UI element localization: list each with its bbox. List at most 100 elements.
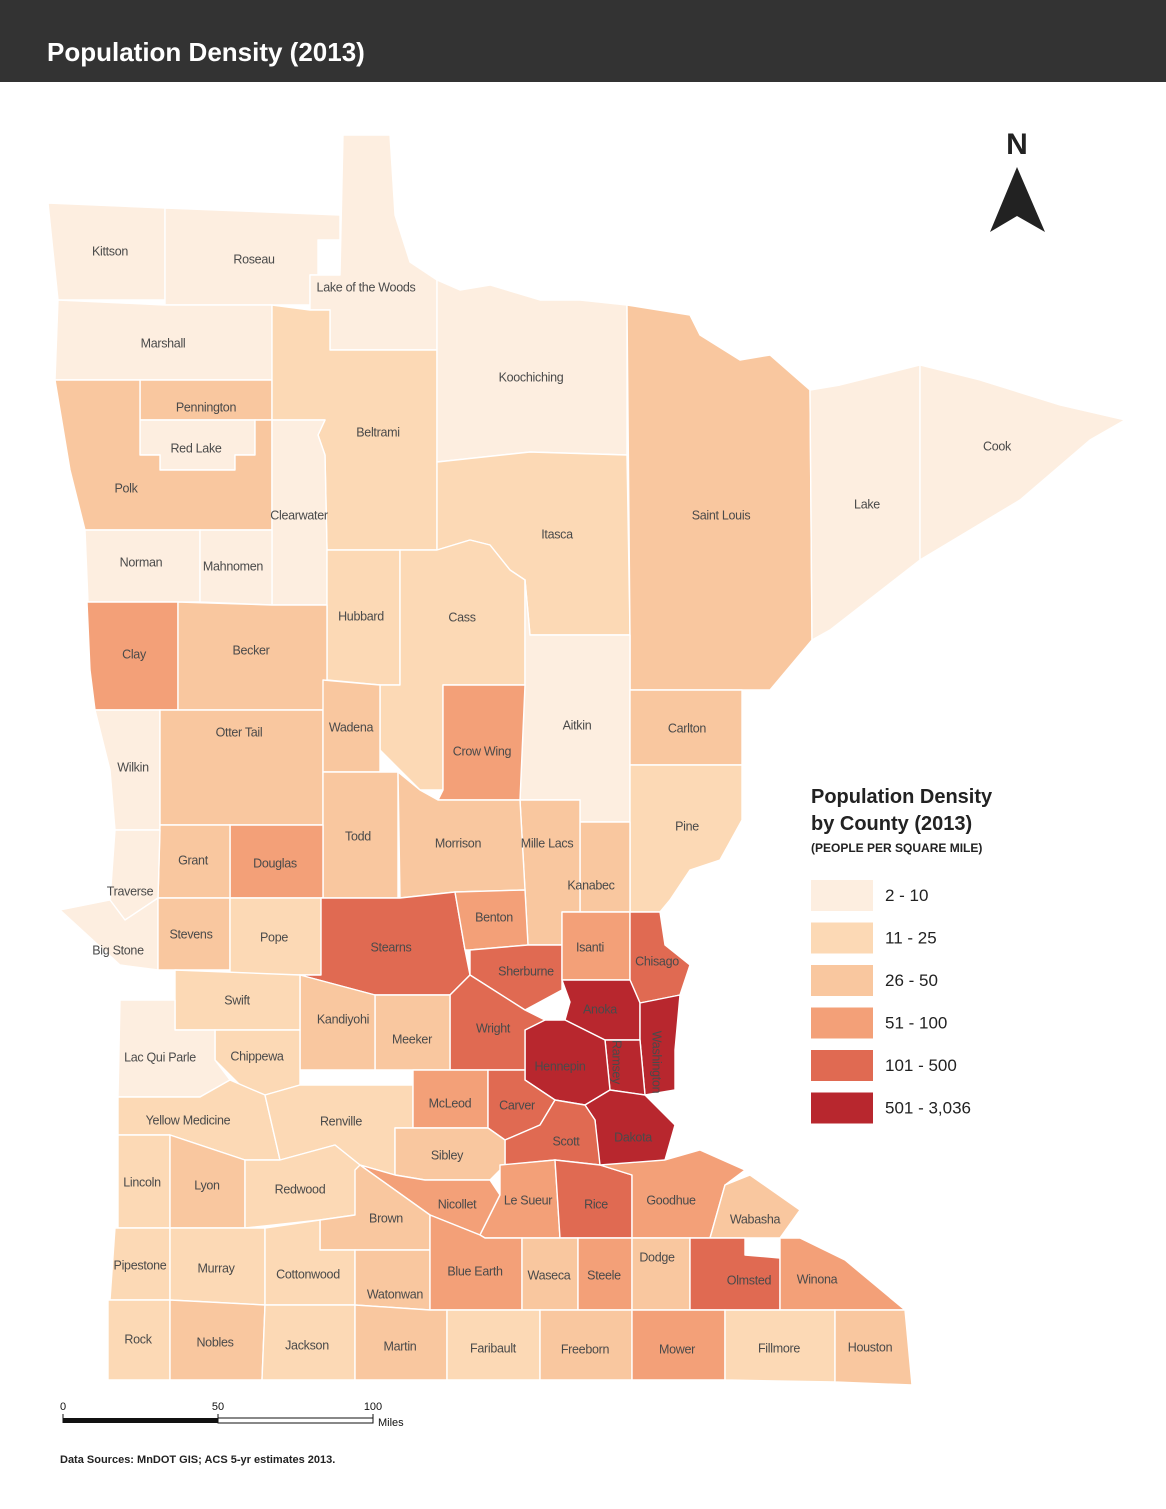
county-label: Saint Louis — [692, 508, 751, 522]
county-label: Brown — [369, 1211, 403, 1225]
county-label: Clearwater — [270, 508, 328, 522]
legend-swatch — [811, 965, 873, 996]
county-label: Winona — [797, 1272, 838, 1286]
county-label: Le Sueur — [504, 1193, 552, 1207]
county-shape — [834, 1309, 913, 1386]
county-label: Pennington — [176, 400, 237, 414]
county-label: Jackson — [285, 1338, 329, 1352]
header-bar — [0, 0, 1166, 82]
county-label: Clay — [122, 647, 147, 661]
legend-label: 26 - 50 — [885, 971, 938, 990]
county-label: Sherburne — [498, 964, 554, 978]
county-label: Big Stone — [92, 943, 144, 957]
county-label: Wadena — [329, 720, 374, 734]
county-label: Wabasha — [730, 1212, 781, 1226]
county-label: Todd — [345, 829, 371, 843]
county-label: Beltrami — [356, 425, 399, 439]
county-label: Norman — [120, 555, 163, 569]
legend-subtitle: (PEOPLE PER SQUARE MILE) — [811, 841, 982, 855]
county-label: Redwood — [275, 1182, 326, 1196]
county-label: Nicollet — [438, 1197, 477, 1211]
legend-title: by County (2013) — [811, 813, 972, 835]
county-labels: Kittson Roseau Lake of the Woods Marshall Pe… — [92, 244, 1012, 1356]
county-label: Pine — [675, 819, 699, 833]
county-label: Stearns — [371, 940, 412, 954]
county-label: Otter Tail — [216, 725, 263, 739]
scale-segment — [63, 1418, 218, 1423]
county-label: Kandiyohi — [317, 1012, 369, 1026]
county-shape — [631, 1237, 691, 1311]
county-label: Kanabec — [567, 878, 614, 892]
county-label: Chisago — [635, 954, 679, 968]
county-label: Ramsey — [610, 1040, 624, 1085]
county-label: Wilkin — [117, 760, 149, 774]
county-label: Goodhue — [646, 1193, 696, 1207]
county-label: Washington — [650, 1031, 664, 1094]
county-label: Polk — [114, 481, 138, 495]
county-shape — [629, 764, 743, 913]
county-label: Dodge — [639, 1250, 675, 1264]
county-label: Itasca — [541, 527, 573, 541]
county-label: Lake of the Woods — [317, 280, 416, 294]
county-label: Watonwan — [367, 1287, 424, 1301]
scale-unit: Miles — [378, 1417, 404, 1429]
county-label: Stevens — [169, 927, 212, 941]
legend-title: Population Density — [811, 786, 993, 808]
legend-swatch — [811, 922, 873, 954]
county-label: McLeod — [429, 1096, 472, 1110]
county-label: Swift — [224, 993, 250, 1007]
legend: Population Density by County (2013) (PEO… — [811, 786, 993, 1124]
county-label: Chippewa — [230, 1049, 284, 1063]
county-label: Cottonwood — [276, 1267, 340, 1281]
county-label: Isanti — [576, 940, 604, 954]
scale-tick-label: 0 — [60, 1401, 66, 1413]
legend-label: 501 - 3,036 — [885, 1099, 971, 1118]
north-label: N — [1006, 128, 1028, 161]
county-label: Traverse — [107, 884, 154, 898]
source-note: Data Sources: MnDOT GIS; ACS 5-yr estima… — [60, 1454, 335, 1466]
county-label: Murray — [197, 1261, 235, 1275]
county-label: Dakota — [614, 1130, 652, 1144]
county-label: Sibley — [431, 1148, 464, 1162]
county-label: Becker — [232, 643, 269, 657]
county-label: Lyon — [194, 1178, 220, 1192]
county-label: Lac Qui Parle — [124, 1050, 196, 1064]
county-label: Marshall — [141, 336, 186, 350]
county-label: Waseca — [528, 1268, 571, 1282]
county-label: Steele — [587, 1268, 621, 1282]
legend-label: 2 - 10 — [885, 886, 928, 905]
county-label: Mille Lacs — [521, 836, 574, 850]
legend-swatch — [811, 1050, 873, 1081]
county-label: Mower — [659, 1342, 695, 1356]
county-shape — [579, 821, 631, 913]
county-label: Roseau — [233, 252, 275, 266]
county-label: Benton — [475, 910, 513, 924]
scale-bar: Miles 0 50 100 — [60, 1401, 404, 1429]
county-label: Blue Earth — [447, 1264, 503, 1278]
legend-swatch — [811, 880, 873, 911]
county-label: Olmsted — [727, 1273, 772, 1287]
scale-segment — [217, 1417, 374, 1424]
county-label: Scott — [553, 1134, 581, 1148]
county-shape — [919, 364, 1126, 561]
county-label: Lincoln — [123, 1175, 161, 1189]
county-label: Aitkin — [563, 718, 592, 732]
county-label: Fillmore — [758, 1341, 800, 1355]
county-label: Meeker — [392, 1032, 432, 1046]
county-label: Koochiching — [499, 370, 564, 384]
page-title: Population Density (2013) — [47, 37, 365, 67]
county-label: Lake — [854, 497, 880, 511]
county-label: Douglas — [253, 856, 297, 870]
legend-swatch — [811, 1092, 873, 1124]
county-label: Yellow Medicine — [146, 1113, 231, 1127]
county-label: Cook — [983, 439, 1012, 453]
county-label: Houston — [848, 1340, 893, 1354]
county-label: Crow Wing — [453, 744, 512, 758]
scale-tick-label: 100 — [364, 1401, 382, 1413]
county-label: Faribault — [470, 1341, 517, 1355]
county-label: Pipestone — [114, 1258, 167, 1272]
legend-label: 11 - 25 — [885, 929, 937, 948]
county-label: Hubbard — [338, 609, 384, 623]
